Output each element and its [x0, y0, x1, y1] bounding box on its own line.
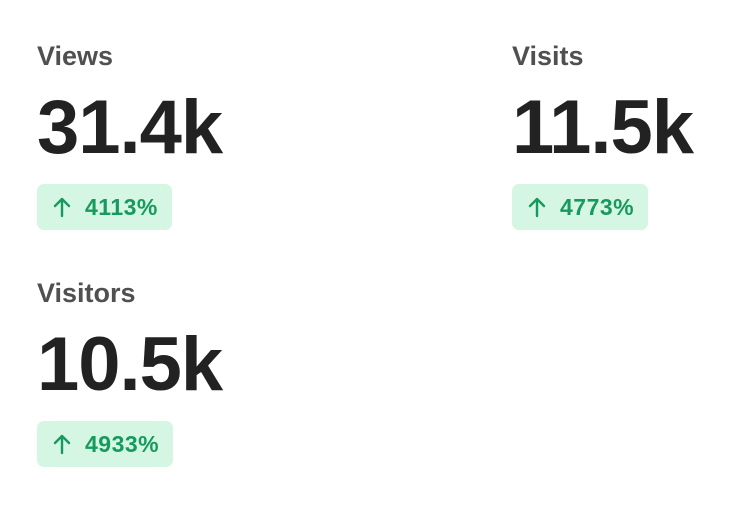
metric-card: Visits 11.5k 4773%	[512, 40, 748, 240]
metric-label: Views	[37, 41, 114, 71]
change-value: 4773%	[560, 193, 635, 220]
metric-card: Views 31.4k 4113%	[37, 40, 337, 240]
change-value: 4933%	[85, 430, 160, 457]
change-badge: 4773%	[512, 184, 649, 230]
change-value: 4113%	[85, 193, 158, 220]
change-badge: 4113%	[37, 184, 172, 230]
up-arrow-icon	[528, 197, 546, 218]
metric-card: Visitors 10.5k 4933%	[37, 277, 337, 477]
metric-value: 11.5k	[512, 85, 694, 170]
metric-value: 31.4k	[37, 85, 223, 170]
change-badge: 4933%	[37, 421, 174, 467]
up-arrow-icon	[53, 197, 71, 218]
metric-value: 10.5k	[37, 322, 223, 407]
metric-label: Visitors	[37, 278, 136, 308]
up-arrow-icon	[53, 434, 71, 455]
metric-label: Visits	[512, 41, 584, 71]
